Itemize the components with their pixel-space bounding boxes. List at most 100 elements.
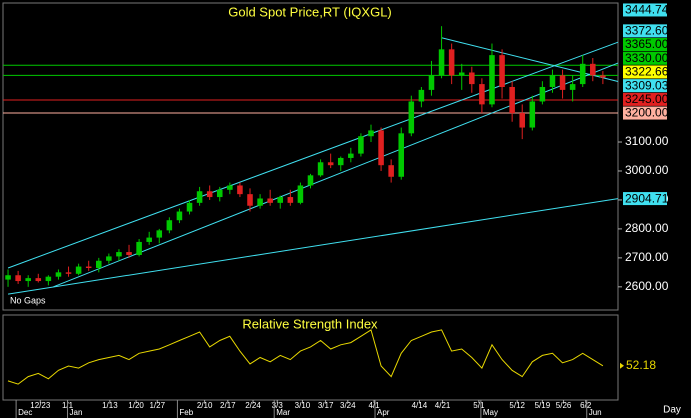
x-tick-label: 5/12 [509, 401, 525, 410]
candle-body [549, 75, 556, 87]
month-label: Jun [589, 408, 602, 417]
candle-body [146, 237, 152, 242]
price-label: 3444.74 [625, 3, 669, 17]
candle-body [116, 252, 122, 257]
price-label-box [623, 92, 667, 106]
candle-body [489, 55, 495, 105]
rsi-title: Relative Strength Index [242, 316, 378, 331]
candle-body [307, 175, 314, 186]
price-label: 3372.60 [625, 24, 669, 38]
price-label-box [623, 51, 667, 65]
candle-body [297, 185, 304, 203]
candle-body [196, 191, 203, 203]
candle-body [156, 230, 163, 238]
candle-body [106, 256, 112, 261]
candle-body [519, 113, 525, 128]
gap-note: No Gaps [10, 295, 46, 305]
candle-body [479, 84, 485, 105]
candle-body [368, 130, 374, 137]
price-label: 3309.03 [625, 78, 669, 92]
price-panel [2, 2, 619, 311]
x-tick-label: 1/27 [149, 401, 165, 410]
rsi-label: 52.18 [626, 358, 656, 372]
candle-body [327, 162, 334, 166]
candle-body [166, 220, 173, 231]
rsi-marker [620, 362, 624, 369]
x-unit-label: Day [663, 405, 681, 416]
candle-body [65, 272, 72, 274]
candle-body [428, 75, 435, 90]
month-label: Apr [377, 408, 390, 417]
x-tick-label: 4/21 [435, 401, 451, 410]
y-tick-label: 2700.00 [625, 250, 669, 264]
candle-body [458, 72, 465, 76]
y-tick-label: 2600.00 [625, 279, 669, 293]
x-tick-label: 1/13 [102, 401, 118, 410]
x-tick-label: 2/10 [197, 401, 213, 410]
candle-body [358, 136, 364, 154]
candle-body [600, 75, 606, 78]
rsi-line [7, 329, 604, 385]
chart-title: Gold Spot Price,RT (IQXGL) [228, 4, 392, 19]
price-label: 3365.00 [625, 37, 669, 51]
x-tick-label: 3/24 [340, 401, 356, 410]
candle-body [287, 197, 294, 203]
candle-body [539, 86, 546, 102]
trend-line [441, 37, 619, 82]
y-tick-label: 3100.00 [625, 134, 669, 148]
candle-body [257, 198, 263, 206]
candle-body [529, 101, 536, 128]
x-tick-label: 4/1 [368, 401, 380, 410]
price-label: 3200.00 [625, 106, 669, 120]
candle-body [438, 49, 445, 76]
candle-body [378, 130, 384, 166]
candle-body [509, 86, 515, 114]
candle-body [216, 189, 223, 198]
price-label: 3330.00 [625, 51, 669, 65]
candle-body [448, 49, 455, 76]
candle-body [85, 266, 92, 269]
x-tick-label: 4/14 [412, 401, 428, 410]
price-label: 2904.71 [625, 191, 669, 205]
month-label: Feb [179, 408, 193, 417]
price-label: 3245.00 [625, 92, 669, 106]
candle-body [388, 165, 394, 177]
candle-body [75, 266, 82, 274]
x-tick-label: 3/10 [295, 401, 311, 410]
candle-body [237, 185, 243, 195]
candle-body [227, 185, 233, 190]
x-tick-label: 1/20 [128, 401, 144, 410]
x-tick-label: 2/17 [220, 401, 236, 410]
price-label-box [623, 79, 667, 93]
candle-body [317, 162, 324, 176]
candle-body [267, 198, 273, 203]
y-tick-label: 3000.00 [625, 163, 669, 177]
trend-line [53, 62, 619, 288]
candle-body [45, 276, 52, 282]
price-label-box [623, 192, 667, 206]
candle-body [55, 272, 62, 277]
price-label-box [623, 106, 667, 120]
candle-body [5, 275, 11, 280]
candle-body [569, 84, 576, 90]
candle-body [277, 197, 284, 203]
rsi-panel [2, 314, 619, 401]
candle-body [25, 278, 31, 282]
y-tick-label: 2800.00 [625, 221, 669, 235]
x-tick-label: 5/19 [535, 401, 551, 410]
candle-body [469, 72, 475, 85]
candle-body [136, 241, 142, 255]
candle-body [96, 260, 102, 269]
candle-body [35, 278, 42, 282]
candle-body [590, 63, 596, 76]
candle-body [337, 157, 344, 166]
x-tick-label: 12/23 [30, 401, 51, 410]
x-tick-label: 5/1 [473, 401, 485, 410]
candle-body [499, 55, 505, 87]
candle-body [206, 191, 213, 198]
candle-body [15, 275, 21, 282]
candle-body [398, 133, 405, 177]
candle-body [126, 252, 132, 255]
